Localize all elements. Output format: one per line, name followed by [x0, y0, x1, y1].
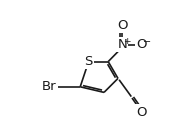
Text: N: N: [117, 38, 127, 51]
Text: +: +: [123, 37, 130, 46]
Text: O: O: [137, 106, 147, 118]
Text: −: −: [143, 37, 152, 47]
Text: O: O: [117, 19, 127, 32]
Text: Br: Br: [42, 80, 57, 93]
Text: O: O: [137, 38, 147, 51]
Text: S: S: [84, 55, 93, 68]
